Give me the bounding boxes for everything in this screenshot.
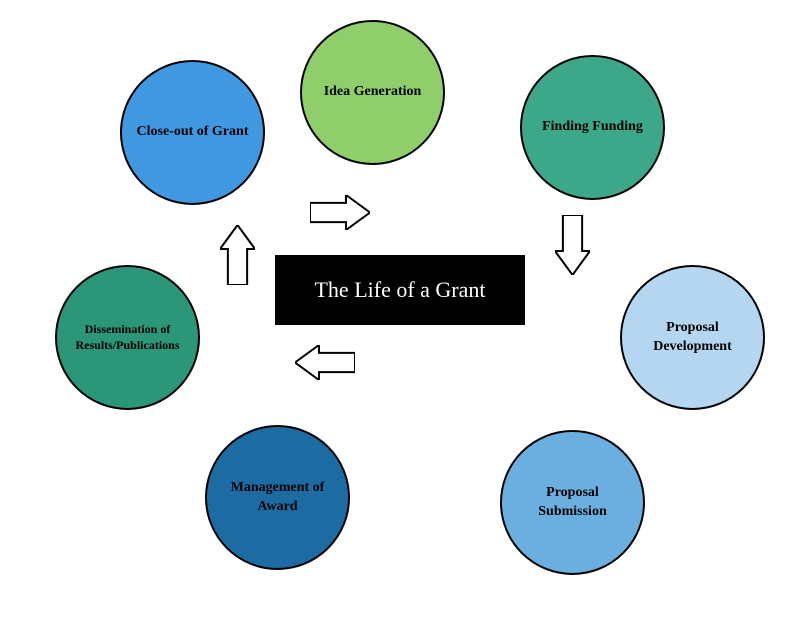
node-label: Management of Award xyxy=(217,479,338,515)
node-label: Dissemination of Results/Publications xyxy=(67,322,188,353)
node-close-out: Close-out of Grant xyxy=(120,60,265,205)
node-proposal-development: Proposal Development xyxy=(620,265,765,410)
node-label: Proposal Development xyxy=(632,319,753,355)
node-management-of-award: Management of Award xyxy=(205,425,350,570)
node-label: Proposal Submission xyxy=(512,484,633,520)
node-label: Idea Generation xyxy=(324,83,422,101)
node-dissemination: Dissemination of Results/Publications xyxy=(55,265,200,410)
node-idea-generation: Idea Generation xyxy=(300,20,445,165)
center-title-text: The Life of a Grant xyxy=(314,277,485,303)
node-label: Close-out of Grant xyxy=(137,123,249,141)
node-finding-funding: Finding Funding xyxy=(520,55,665,200)
node-label: Finding Funding xyxy=(542,118,643,136)
arrow-up-icon xyxy=(220,225,255,290)
arrow-down-icon xyxy=(555,215,590,280)
arrow-left-icon xyxy=(295,345,355,385)
arrow-right-icon xyxy=(310,195,370,235)
center-title-box: The Life of a Grant xyxy=(275,255,525,325)
node-proposal-submission: Proposal Submission xyxy=(500,430,645,575)
